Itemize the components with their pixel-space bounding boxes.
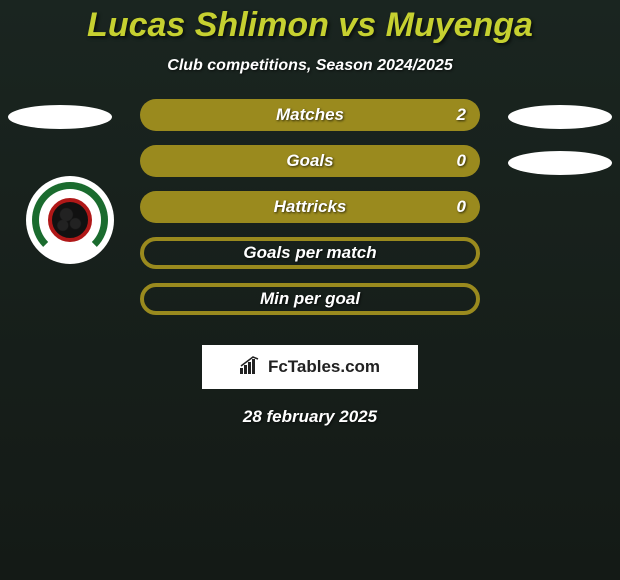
stat-bar-goals: 0 Goals 0 — [140, 145, 480, 177]
logo-wreath — [32, 182, 108, 258]
logo-ring — [26, 176, 114, 264]
stat-label: Goals — [172, 151, 448, 171]
branding-box: FcTables.com — [202, 345, 418, 389]
stat-bar-hattricks: 0 Hattricks 0 — [140, 191, 480, 223]
stat-label: Min per goal — [260, 289, 360, 309]
page-title: Lucas Shlimon vs Muyenga — [0, 6, 620, 45]
stat-row: Min per goal — [0, 289, 620, 335]
stat-label: Goals per match — [243, 243, 376, 263]
chart-icon — [240, 356, 262, 379]
stat-value: 2 — [448, 105, 466, 125]
stat-bar-goals-per-match: Goals per match — [140, 237, 480, 269]
left-player-marker — [8, 105, 112, 129]
stat-bar-min-per-goal: Min per goal — [140, 283, 480, 315]
stat-value: 0 — [448, 151, 466, 171]
stat-bar-matches: 0 Matches 2 — [140, 99, 480, 131]
brand-text: FcTables.com — [268, 357, 380, 377]
right-player-marker — [508, 151, 612, 175]
stat-label: Matches — [172, 105, 448, 125]
date-label: 28 february 2025 — [0, 407, 620, 427]
stat-value: 0 — [448, 197, 466, 217]
stat-label: Hattricks — [172, 197, 448, 217]
right-player-marker — [508, 105, 612, 129]
logo-ball-icon — [48, 198, 92, 242]
club-logo — [26, 176, 114, 264]
subtitle: Club competitions, Season 2024/2025 — [0, 57, 620, 75]
